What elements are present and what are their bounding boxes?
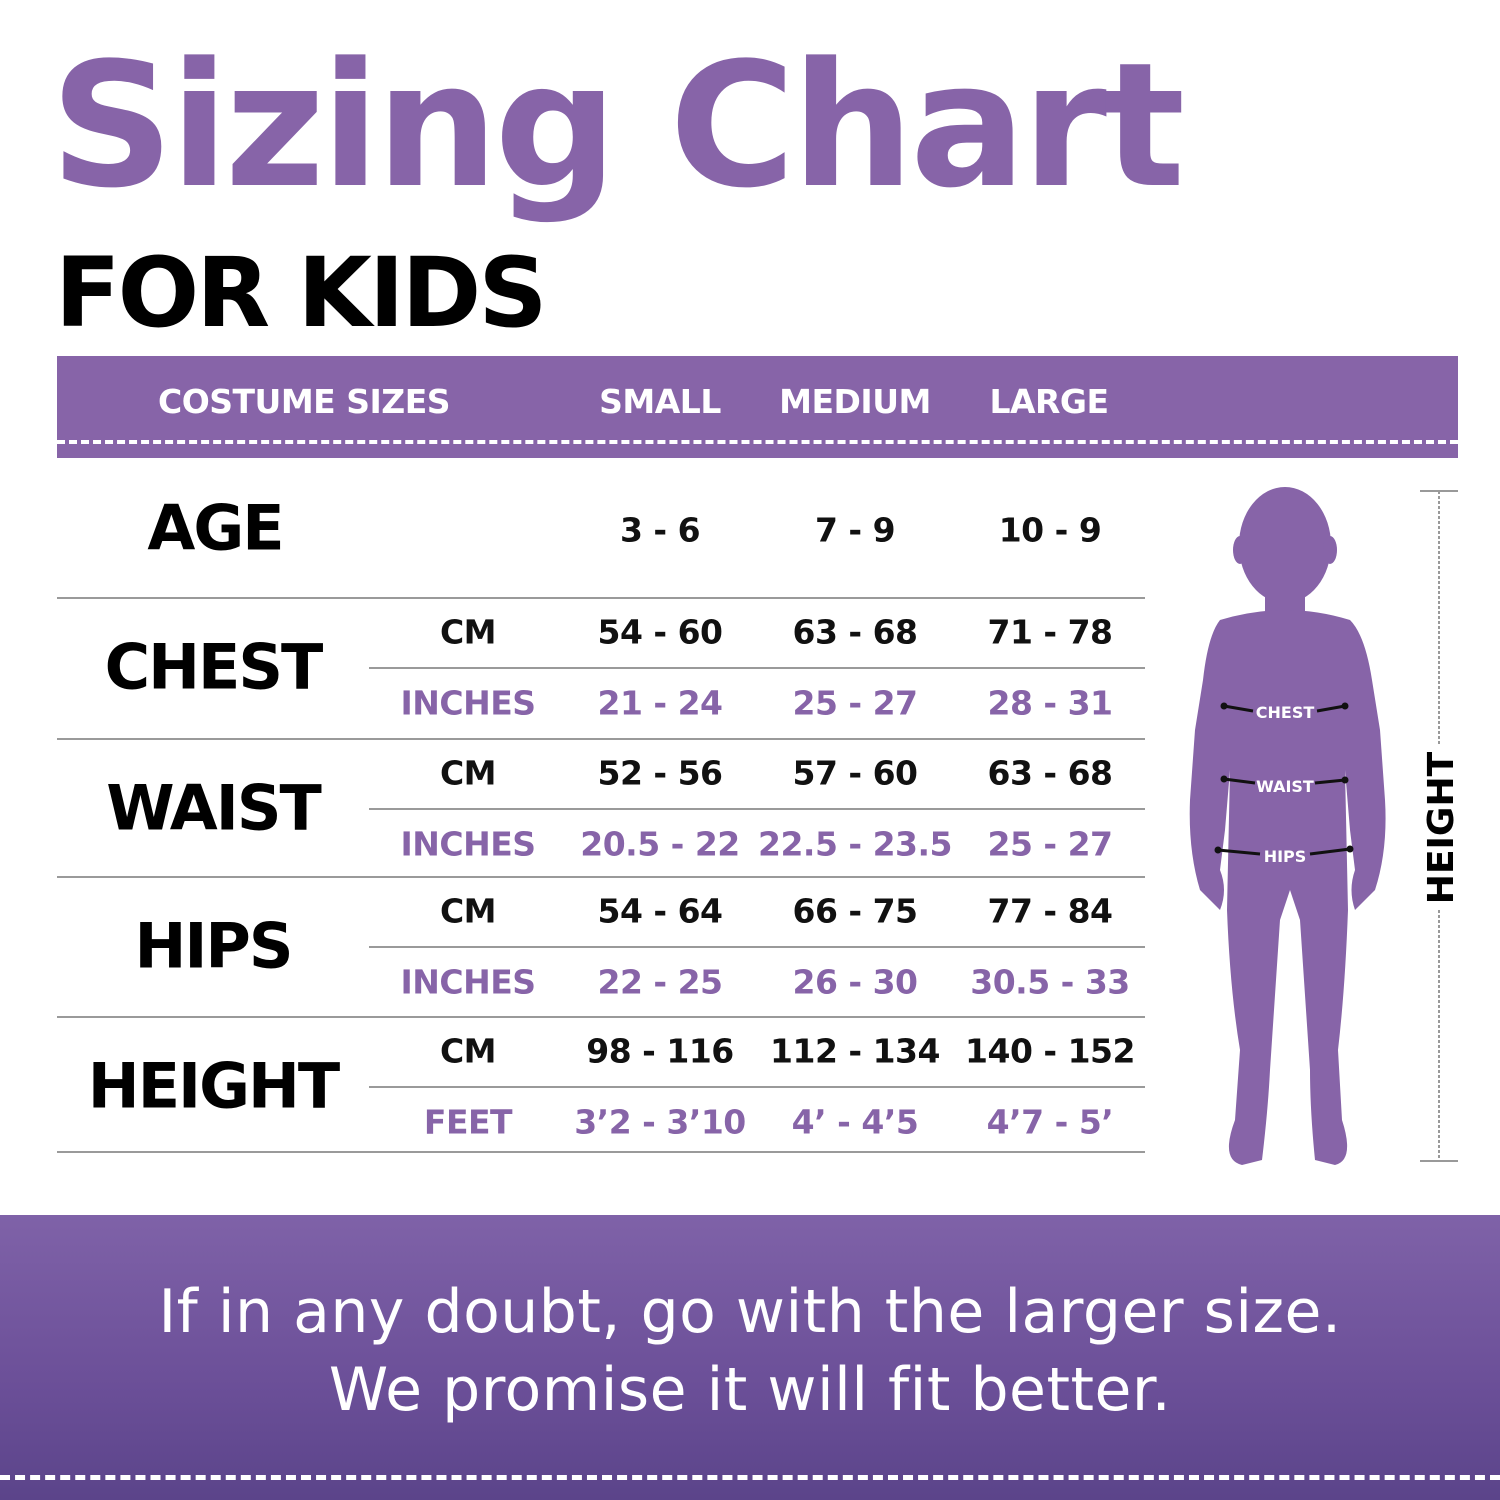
age-value: 3 - 6	[619, 510, 701, 550]
header-dashed-divider	[57, 440, 1458, 444]
size-value: 57 - 60	[792, 753, 918, 793]
size-value: 20.5 - 22	[580, 824, 740, 864]
sub-row-divider	[369, 667, 1145, 669]
advice-line-1: If in any doubt, go with the larger size…	[158, 1277, 1342, 1347]
size-value: 28 - 31	[987, 683, 1113, 723]
sub-row-divider	[369, 1086, 1145, 1088]
size-value: 21 - 24	[597, 683, 723, 723]
figure-hips-label: HIPS	[1264, 847, 1307, 866]
figure-waist-label: WAIST	[1256, 777, 1314, 796]
size-value: 52 - 56	[597, 753, 723, 793]
size-value: 63 - 68	[987, 753, 1113, 793]
size-value: 4’ - 4’5	[791, 1102, 919, 1142]
advice-line-2: We promise it will fit better.	[328, 1355, 1172, 1425]
size-value: 25 - 27	[987, 824, 1113, 864]
size-value: 30.5 - 33	[970, 962, 1130, 1002]
sub-row-divider	[369, 946, 1145, 948]
size-value: 22.5 - 23.5	[757, 824, 953, 864]
size-value: 54 - 60	[597, 612, 723, 652]
header-large: LARGE	[989, 382, 1109, 421]
figure-chest-label: CHEST	[1256, 703, 1315, 722]
header-medium: MEDIUM	[779, 382, 931, 421]
size-value: 71 - 78	[987, 612, 1113, 652]
page-title: Sizing Chart	[50, 25, 1185, 226]
unit-label: INCHES	[400, 962, 536, 1002]
row-label-hips: HIPS	[134, 909, 293, 983]
row-divider	[57, 1151, 1145, 1153]
row-divider	[57, 1016, 1145, 1018]
unit-label: FEET	[423, 1102, 513, 1142]
size-value: 26 - 30	[792, 962, 918, 1002]
size-value: 54 - 64	[597, 891, 723, 931]
unit-label: CM	[439, 1031, 497, 1071]
header-costume-sizes: COSTUME SIZES	[158, 382, 451, 421]
row-label-chest: CHEST	[104, 630, 324, 704]
age-value: 10 - 9	[998, 510, 1102, 550]
unit-label: CM	[439, 891, 497, 931]
unit-label: CM	[439, 612, 497, 652]
advice-banner: If in any doubt, go with the larger size…	[0, 1215, 1500, 1500]
sub-row-divider	[369, 808, 1145, 810]
unit-label: INCHES	[400, 683, 536, 723]
banner-dashed-divider	[0, 1475, 1500, 1480]
size-value: 22 - 25	[597, 962, 723, 1002]
table-header: COSTUME SIZES SMALL MEDIUM LARGE	[57, 356, 1458, 458]
size-value: 66 - 75	[792, 891, 918, 931]
header-small: SMALL	[599, 382, 721, 421]
size-value: 25 - 27	[792, 683, 918, 723]
size-value: 112 - 134	[770, 1031, 940, 1071]
row-divider	[57, 597, 1145, 599]
size-value: 4’7 - 5’	[986, 1102, 1114, 1142]
row-label-waist: WAIST	[106, 771, 322, 845]
size-value: 63 - 68	[792, 612, 918, 652]
height-measure-line	[1420, 490, 1458, 1162]
size-value: 3’2 - 3’10	[574, 1102, 746, 1142]
unit-label: INCHES	[400, 824, 536, 864]
size-value: 77 - 84	[987, 891, 1113, 931]
child-silhouette-icon	[1189, 487, 1386, 1165]
size-value: 98 - 116	[586, 1031, 734, 1071]
row-label-age: AGE	[147, 491, 284, 565]
row-label-height: HEIGHT	[87, 1049, 340, 1123]
row-divider	[57, 876, 1145, 878]
page-subtitle: FOR KIDS	[55, 237, 547, 349]
child-silhouette-figure: CHEST WAIST HIPS HEIGHT	[1189, 487, 1462, 1165]
figure-height-label: HEIGHT	[1421, 751, 1462, 904]
size-value: 140 - 152	[965, 1031, 1135, 1071]
row-divider	[57, 738, 1145, 740]
unit-label: CM	[439, 753, 497, 793]
age-value: 7 - 9	[814, 510, 896, 550]
